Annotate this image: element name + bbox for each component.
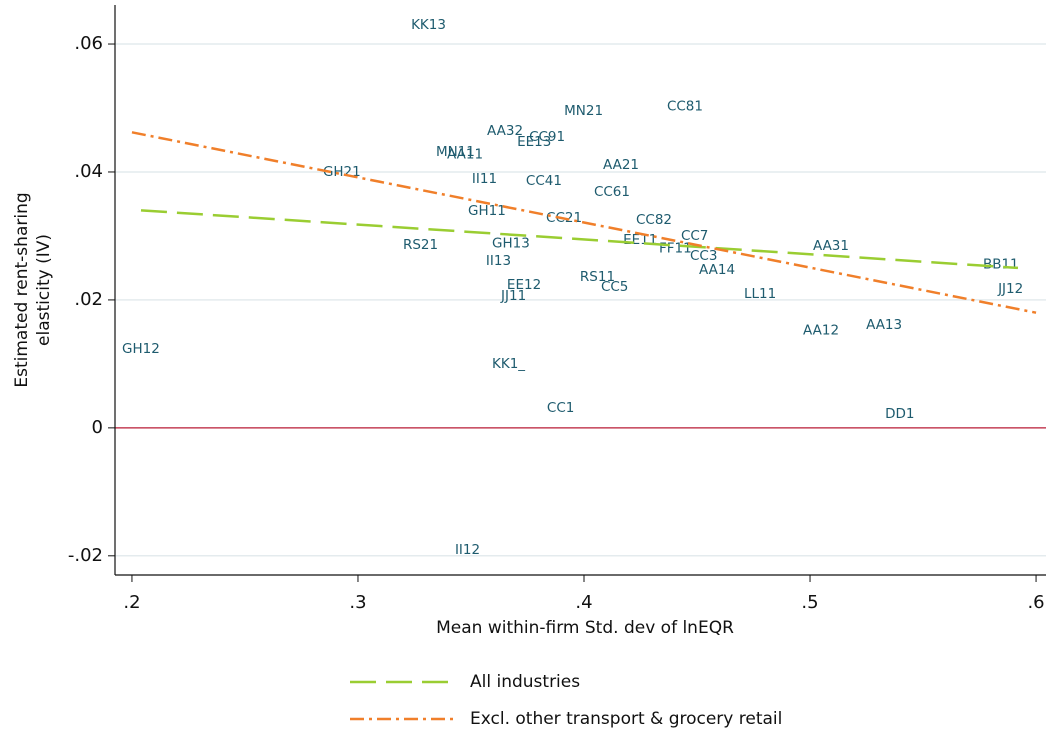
legend-label: All industries (470, 672, 580, 692)
point-label: II12 (455, 542, 480, 558)
point-label: AA12 (803, 323, 839, 339)
point-label: JJ11 (500, 288, 526, 304)
y-tick-label: .06 (74, 33, 103, 54)
x-axis-title: Mean within-firm Std. dev of lnEQR (436, 618, 734, 638)
point-label: CC61 (594, 184, 630, 200)
point-label: CC82 (636, 212, 672, 228)
x-tick-label: .2 (123, 592, 140, 613)
point-label: AA11 (447, 147, 483, 163)
point-label: AA14 (699, 262, 735, 278)
point-label: MN21 (564, 103, 603, 119)
point-label: AA21 (603, 157, 639, 173)
y-axis-title: Estimated rent-sharing (12, 192, 32, 387)
point-label: CC5 (601, 279, 628, 295)
point-label: MN11 (436, 144, 475, 160)
point-label: CC91 (529, 129, 565, 145)
point-label: KK13 (411, 17, 446, 33)
legend-label: Excl. other transport & grocery retail (470, 709, 782, 729)
point-label: JJ12 (997, 281, 1023, 297)
point-label: GH11 (468, 203, 506, 219)
y-tick-label: .04 (74, 161, 103, 182)
point-label: AA31 (813, 238, 849, 254)
point-label: RS11 (580, 269, 615, 285)
point-label: KK1_ (492, 356, 525, 372)
point-label: CC81 (667, 99, 703, 115)
point-label: EE13 (517, 134, 551, 150)
fit-line (140, 209, 1019, 270)
point-label: FF11 (659, 241, 692, 257)
x-tick-label: .6 (1027, 592, 1044, 613)
x-tick-label: .5 (801, 592, 818, 613)
y-tick-label: -.02 (68, 545, 103, 566)
point-label: II13 (486, 253, 511, 269)
point-label: LL11 (744, 286, 776, 302)
point-label: II11 (472, 171, 497, 187)
point-label: CC41 (526, 173, 562, 189)
point-label: GH13 (492, 236, 530, 252)
point-label: EE12 (507, 277, 541, 293)
x-tick-label: .3 (349, 592, 366, 613)
point-label: AA32 (487, 123, 523, 139)
point-label: RS21 (403, 237, 438, 253)
point-label: GH12 (122, 341, 160, 357)
y-tick-label: 0 (92, 417, 103, 438)
x-tick-label: .4 (575, 592, 592, 613)
y-tick-label: .02 (74, 289, 103, 310)
point-label: CC3 (690, 248, 717, 264)
fit-line (131, 131, 1037, 314)
point-label: BB11 (983, 257, 1019, 273)
point-label: CC1 (547, 400, 574, 416)
y-axis-title: elasticity (IV) (34, 234, 54, 346)
point-label: DD1 (885, 406, 914, 422)
point-label: AA13 (866, 317, 902, 333)
point-label: CC7 (681, 228, 708, 244)
